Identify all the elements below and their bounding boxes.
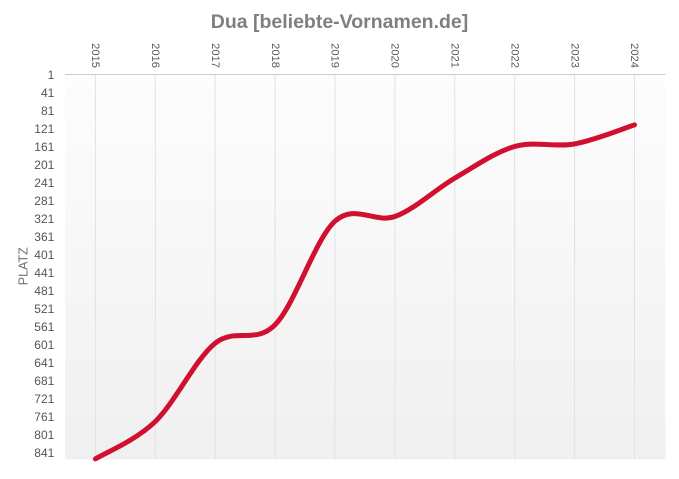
svg-text:PLATZ: PLATZ: [17, 247, 31, 285]
svg-text:481: 481: [34, 284, 54, 298]
svg-text:2018: 2018: [269, 43, 281, 68]
svg-text:Dua [beliebte-Vornamen.de]: Dua [beliebte-Vornamen.de]: [211, 11, 469, 33]
svg-text:601: 601: [34, 338, 54, 352]
svg-text:2015: 2015: [89, 43, 101, 68]
svg-text:121: 121: [34, 122, 54, 136]
svg-text:2021: 2021: [449, 43, 461, 68]
svg-text:401: 401: [34, 248, 54, 262]
svg-text:801: 801: [34, 428, 54, 442]
svg-text:281: 281: [34, 194, 54, 208]
svg-text:361: 361: [34, 230, 54, 244]
svg-text:561: 561: [34, 320, 54, 334]
svg-text:2020: 2020: [389, 43, 401, 68]
svg-text:681: 681: [34, 374, 54, 388]
svg-text:841: 841: [34, 446, 54, 460]
svg-text:2016: 2016: [149, 43, 161, 68]
svg-text:2024: 2024: [628, 43, 640, 68]
svg-text:2022: 2022: [508, 43, 520, 68]
svg-text:201: 201: [34, 158, 54, 172]
svg-text:761: 761: [34, 410, 54, 424]
svg-text:721: 721: [34, 392, 54, 406]
svg-text:81: 81: [41, 104, 55, 118]
svg-text:41: 41: [41, 86, 55, 100]
svg-text:2017: 2017: [209, 43, 221, 68]
svg-text:641: 641: [34, 356, 54, 370]
svg-text:321: 321: [34, 212, 54, 226]
svg-text:441: 441: [34, 266, 54, 280]
svg-text:161: 161: [34, 140, 54, 154]
svg-text:1: 1: [48, 68, 55, 82]
svg-text:241: 241: [34, 176, 54, 190]
svg-text:2019: 2019: [329, 43, 341, 68]
svg-text:521: 521: [34, 302, 54, 316]
svg-text:2023: 2023: [568, 43, 580, 68]
